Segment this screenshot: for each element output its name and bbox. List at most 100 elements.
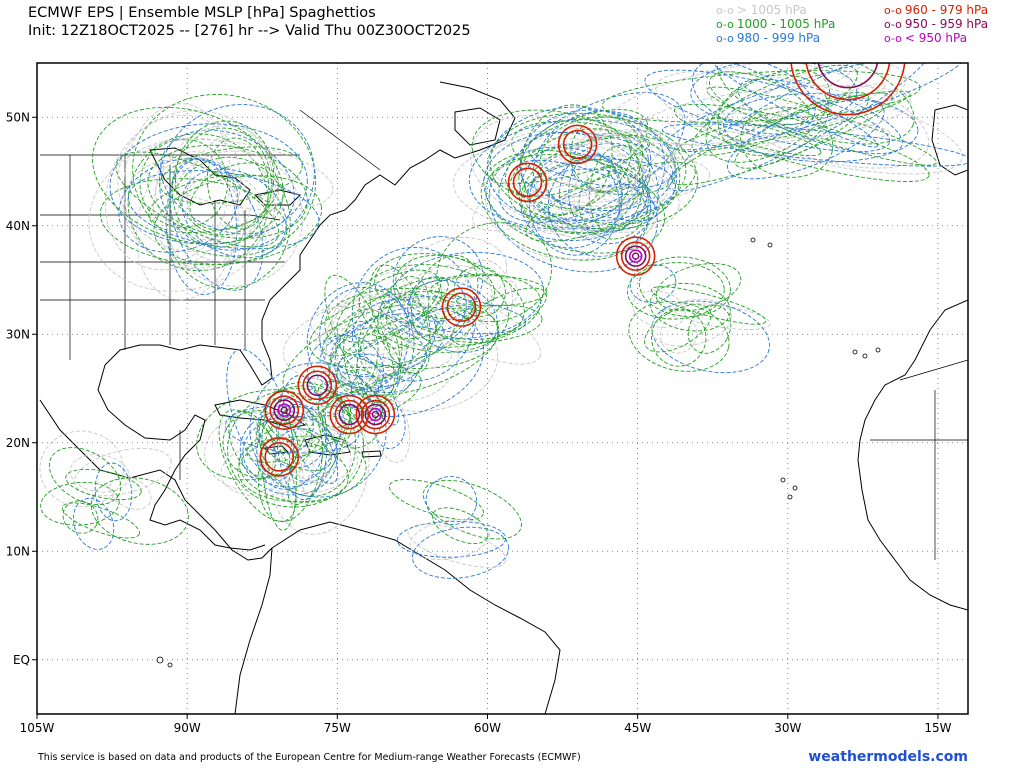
ensemble-contour — [667, 63, 932, 192]
ensemble-contour — [632, 290, 687, 328]
ensemble-contour — [277, 415, 313, 458]
low-contour — [280, 406, 288, 414]
ensemble-contour — [528, 152, 620, 256]
legend-label: 960 - 979 hPa — [904, 3, 989, 17]
x-tick-label: 30W — [774, 721, 801, 735]
low-contour — [512, 167, 543, 198]
ensemble-contour — [123, 159, 245, 269]
ensemble-contour — [638, 256, 731, 317]
ensemble-contour — [315, 326, 453, 372]
ensemble-contour — [723, 93, 919, 163]
ensemble-contour — [727, 99, 885, 180]
legend-item-1000-1005: o-o 1000 - 1005 hPa — [716, 17, 835, 32]
ensemble-contour — [189, 162, 279, 231]
ensemble-contour — [651, 308, 707, 367]
ensemble-contour — [677, 90, 911, 153]
ensemble-contour — [276, 375, 328, 501]
legend-marker: o-o — [884, 4, 902, 17]
ensemble-contour — [644, 69, 891, 153]
low-contour — [338, 403, 361, 426]
ensemble-contour — [65, 468, 142, 501]
ensemble-contour — [218, 409, 297, 522]
ensemble-contour — [147, 144, 308, 239]
ensemble-contour — [705, 63, 930, 169]
legend-marker: o-o — [716, 32, 734, 45]
ensemble-contour — [372, 393, 411, 463]
ensemble-contour — [62, 500, 99, 534]
legend-label: > 1005 hPa — [736, 3, 807, 17]
ensemble-contour — [255, 420, 332, 472]
low-contour — [790, 63, 906, 116]
ensemble-contour — [470, 115, 637, 229]
legend-item-950-959: o-o 950 - 959 hPa — [884, 17, 988, 32]
ensemble-contour — [61, 502, 140, 539]
ensemble-contour — [176, 173, 267, 262]
ensemble-contour — [480, 150, 649, 261]
ensemble-contour — [181, 168, 287, 259]
south-america-west-coast — [234, 547, 273, 714]
ensemble-contour — [520, 158, 630, 228]
x-tick-label: 45W — [624, 721, 651, 735]
low-contour — [329, 394, 370, 435]
ensemble-contour — [242, 415, 338, 488]
ensemble-contour — [298, 371, 337, 495]
legend-marker: o-o — [716, 18, 734, 31]
ensemble-contour — [453, 265, 506, 317]
ensemble-contour — [585, 134, 644, 203]
x-tick-label: 105W — [20, 721, 55, 735]
ensemble-contour — [238, 438, 349, 503]
ensemble-contour — [411, 254, 479, 342]
legend-item-960-979: o-o 960 - 979 hPa — [884, 3, 988, 18]
ensemble-contour — [681, 112, 891, 140]
ensemble-contour — [159, 104, 315, 251]
ensemble-contour — [372, 353, 410, 405]
footer-disclaimer: This service is based on data and produc… — [38, 752, 581, 763]
ensemble-contour — [39, 430, 124, 508]
ensemble-contour — [320, 405, 351, 428]
ensemble-contour — [651, 298, 732, 347]
y-tick-label: 30N — [6, 327, 30, 341]
ensemble-contour — [40, 481, 120, 526]
ensemble-contour — [69, 454, 130, 493]
ensemble-contour — [517, 159, 658, 222]
ensemble-contour — [407, 279, 499, 353]
ensemble-contour — [629, 264, 677, 303]
ensemble-contour — [520, 104, 613, 216]
legend-label: 980 - 999 hPa — [736, 31, 821, 45]
ensemble-contour — [127, 170, 320, 250]
ensemble-contour — [306, 282, 410, 396]
low-contour — [557, 124, 598, 165]
ensemble-contour — [655, 70, 963, 175]
low-contour — [297, 365, 338, 406]
ensemble-contour — [74, 447, 172, 497]
ensemble-contour — [486, 106, 652, 222]
ensemble-contour — [734, 91, 870, 169]
ensemble-contour — [385, 273, 542, 348]
ensemble-contour — [109, 476, 152, 510]
map-subtitle: Init: 12Z18OCT2025 -- [276] hr --> Valid… — [28, 23, 471, 39]
ensemble-contour — [704, 117, 822, 157]
low-contour — [805, 63, 891, 101]
map-frame — [36, 62, 969, 715]
ensemble-contour — [607, 63, 907, 145]
ensemble-contour — [626, 262, 725, 320]
ensemble-contour — [525, 161, 696, 242]
low-contour — [368, 407, 383, 422]
ensemble-contour — [227, 388, 365, 508]
ensemble-contour — [691, 63, 816, 135]
x-tick-label: 90W — [174, 721, 201, 735]
ensemble-contour — [153, 175, 323, 265]
ensemble-contour — [306, 334, 384, 408]
ensemble-contour — [412, 526, 510, 579]
ensemble-contour — [511, 120, 677, 195]
ensemble-contour — [525, 181, 592, 235]
brand-link[interactable]: weathermodels.com — [808, 749, 968, 765]
x-tick-label: 60W — [474, 721, 501, 735]
low-contour — [628, 249, 643, 263]
legend-marker: o-o — [716, 4, 734, 17]
low-pressure-centers — [259, 63, 906, 477]
ensemble-contour — [717, 74, 830, 157]
low-contour — [441, 287, 482, 327]
ensemble-contour — [319, 286, 415, 393]
